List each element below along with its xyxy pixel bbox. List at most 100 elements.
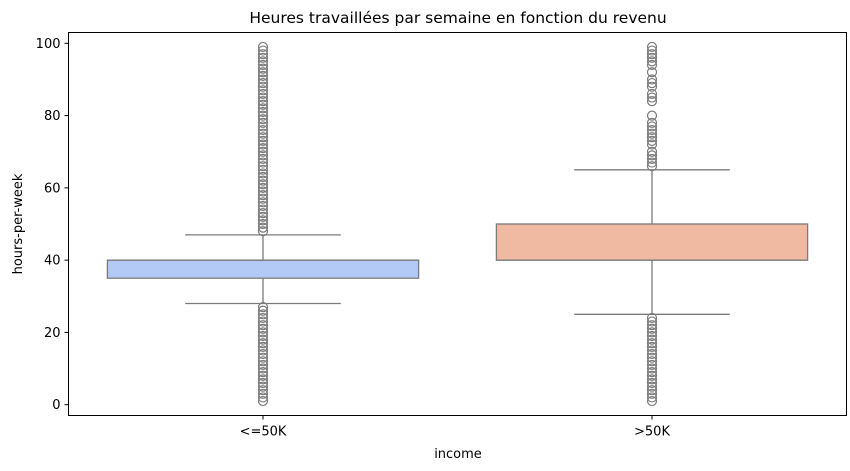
plot-area	[106, 41, 809, 407]
outlier-point	[646, 139, 658, 150]
y-tick-label: 20	[44, 326, 61, 341]
outlier-point	[646, 157, 658, 168]
outlier-point	[646, 124, 658, 136]
outlier-point	[257, 45, 269, 56]
outlier-point	[257, 193, 269, 204]
outlier-point	[257, 150, 269, 161]
outlier-point	[257, 186, 269, 197]
outlier-point	[257, 215, 269, 226]
outlier-point	[646, 320, 658, 331]
outlier-point	[257, 67, 269, 78]
outlier-point	[257, 309, 269, 320]
outlier-point	[646, 132, 658, 143]
outlier-point	[646, 41, 658, 53]
outlier-point	[257, 77, 269, 89]
outlier-point	[257, 81, 269, 92]
outlier-point	[257, 114, 269, 125]
outlier-point	[257, 41, 269, 53]
outlier-point	[646, 312, 658, 324]
outlier-point	[646, 67, 658, 78]
outlier-point	[257, 117, 269, 128]
outlier-point	[646, 356, 658, 367]
outlier-point	[646, 77, 658, 89]
outlier-point	[257, 352, 269, 363]
outlier-point	[257, 74, 269, 85]
outlier-point	[257, 157, 269, 168]
outlier-point	[257, 377, 269, 389]
outlier-point	[646, 49, 658, 60]
outlier-point	[257, 222, 269, 233]
outlier-point	[257, 323, 269, 334]
outlier-point	[257, 143, 269, 154]
box-le-50k	[106, 41, 420, 407]
outlier-point	[646, 370, 658, 381]
box-iqr	[106, 259, 420, 279]
outlier-point	[257, 175, 269, 186]
outlier-point	[646, 345, 658, 356]
outlier-point	[646, 45, 658, 56]
outlier-point	[257, 226, 269, 237]
y-tick-label: 60	[44, 181, 61, 196]
x-tick-label: >50K	[634, 425, 670, 440]
outlier-point	[646, 161, 658, 172]
outlier-point	[257, 106, 269, 118]
outlier-point	[257, 121, 269, 132]
outlier-point	[257, 197, 269, 208]
outlier-point	[257, 124, 269, 136]
outlier-point	[257, 316, 269, 327]
y-tick-label: 80	[44, 109, 61, 124]
outlier-point	[646, 96, 658, 107]
outlier-point	[646, 92, 658, 103]
chart-title: Heures travaillées par semaine en foncti…	[249, 9, 666, 27]
outlier-point	[257, 200, 269, 212]
outlier-point	[257, 189, 269, 201]
outlier-point	[257, 374, 269, 385]
outlier-point	[646, 374, 658, 385]
outlier-point	[646, 52, 658, 63]
outlier-point	[257, 132, 269, 143]
outlier-point	[257, 388, 269, 399]
outlier-point	[646, 395, 658, 407]
outlier-point	[257, 56, 269, 67]
outlier-point	[646, 348, 658, 360]
outlier-point	[257, 103, 269, 114]
outlier-point	[646, 81, 658, 92]
outlier-point	[257, 392, 269, 403]
outlier-point	[257, 208, 269, 219]
x-tick-label: <=50K	[240, 425, 287, 440]
outlier-point	[257, 96, 269, 107]
outlier-point	[646, 59, 658, 71]
outlier-point	[646, 359, 658, 371]
outlier-point	[646, 352, 658, 363]
outlier-point	[646, 150, 658, 161]
outlier-point	[257, 99, 269, 110]
y-axis-label: hours-per-week	[11, 173, 26, 274]
outlier-point	[646, 146, 658, 157]
outlier-point	[646, 377, 658, 389]
outlier-point	[257, 381, 269, 392]
outlier-point	[646, 110, 658, 121]
outlier-point	[646, 381, 658, 392]
y-axis: 0 20 40 60 80 100	[36, 37, 69, 413]
outlier-point	[257, 367, 269, 378]
outlier-point	[646, 316, 658, 327]
outlier-point	[257, 341, 269, 352]
outlier-point	[257, 345, 269, 356]
outlier-point	[646, 334, 658, 345]
outlier-point	[257, 92, 269, 103]
box-iqr	[495, 223, 809, 261]
outlier-point	[257, 171, 269, 183]
outlier-point	[646, 153, 658, 165]
outlier-point	[646, 74, 658, 85]
outlier-point	[257, 52, 269, 63]
outlier-point	[646, 135, 658, 146]
x-axis-label: income	[434, 447, 482, 462]
outlier-point	[257, 146, 269, 157]
outlier-point	[646, 388, 658, 399]
outlier-point	[257, 327, 269, 338]
outlier-point	[257, 330, 269, 342]
outlier-point	[257, 356, 269, 367]
y-tick-label: 0	[52, 398, 60, 413]
outlier-point	[257, 385, 269, 396]
